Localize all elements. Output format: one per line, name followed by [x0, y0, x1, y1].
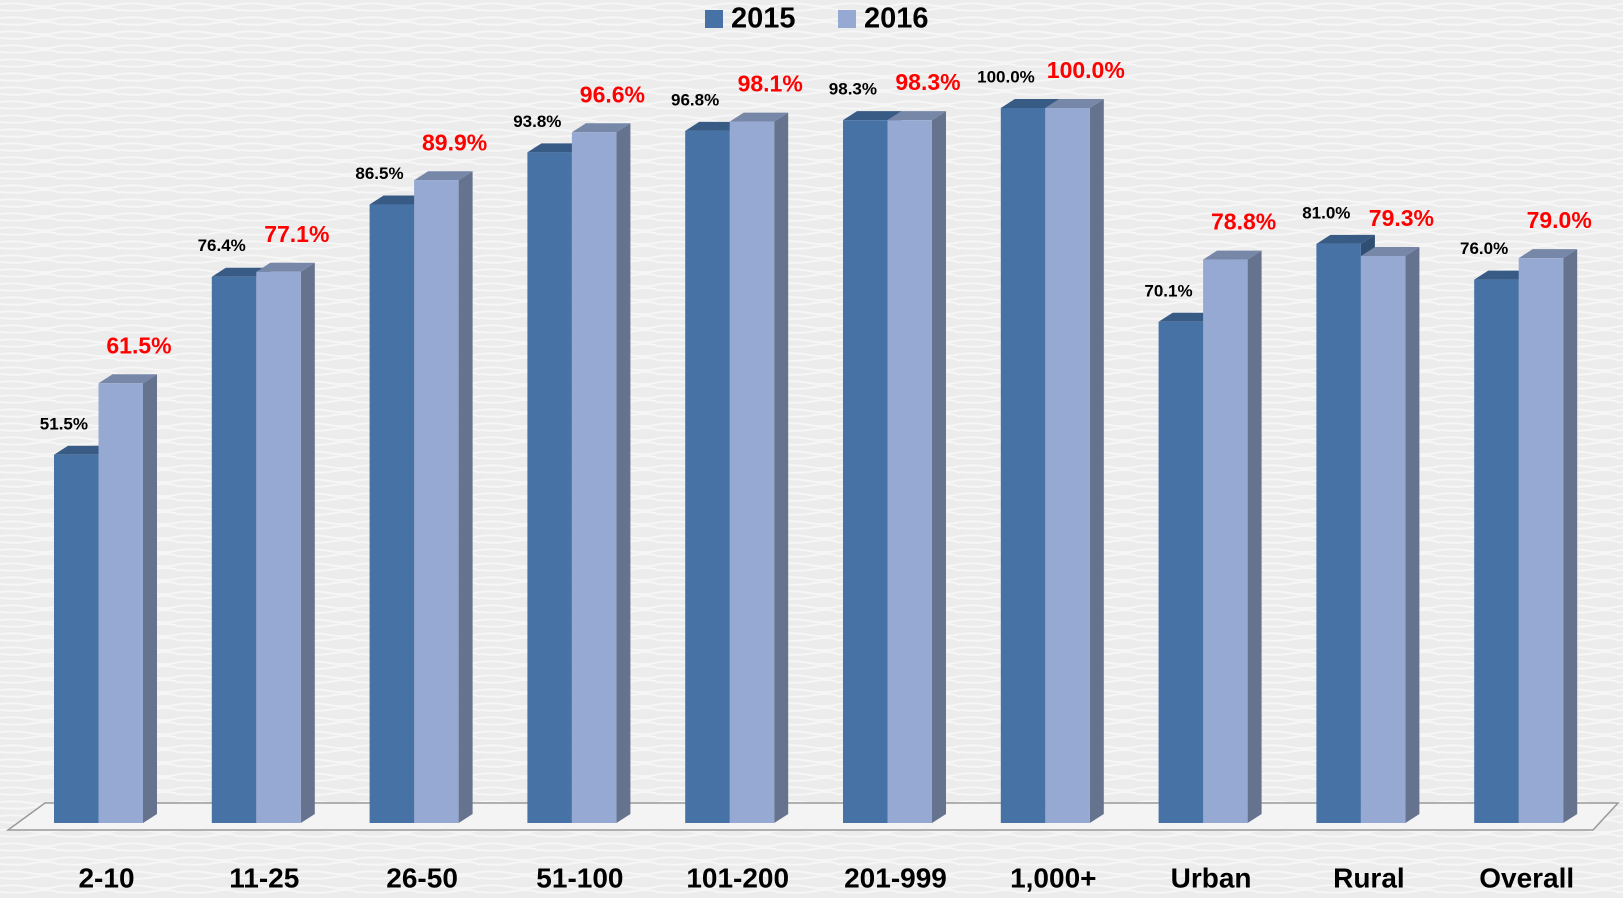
bar [54, 454, 99, 823]
bar-top [1158, 312, 1218, 322]
bar [211, 276, 257, 823]
data-label: 76.4% [198, 236, 246, 255]
bar-top [1316, 234, 1375, 244]
bar-top [571, 123, 631, 133]
x-tick-label: 201-999 [844, 862, 947, 893]
bar [1360, 256, 1406, 823]
data-label: 100.0% [1047, 57, 1125, 83]
data-label: 96.8% [671, 90, 719, 109]
bar [414, 180, 459, 824]
bar-side [1089, 99, 1104, 823]
bar [1316, 243, 1361, 824]
bar [256, 271, 301, 823]
x-tick-label: 2-10 [78, 862, 134, 893]
legend-swatch [705, 10, 723, 28]
bar-side [1405, 247, 1420, 823]
bar [843, 120, 888, 823]
bar [1518, 258, 1564, 823]
x-tick-label: 1,000+ [1010, 862, 1096, 893]
data-label: 51.5% [40, 414, 88, 433]
data-label: 100.0% [977, 67, 1035, 86]
data-label: 96.6% [580, 81, 645, 107]
data-label: 78.8% [1211, 209, 1276, 235]
bar [1474, 279, 1519, 824]
data-label: 79.0% [1527, 207, 1592, 233]
bar-top [843, 111, 902, 121]
x-tick-label: Overall [1479, 862, 1574, 893]
bar [527, 152, 572, 823]
data-label: 79.3% [1369, 205, 1434, 231]
bar-side [300, 262, 315, 823]
bar-top [1518, 249, 1578, 259]
bar-top [1000, 99, 1060, 108]
bar-side [143, 374, 157, 823]
bar [1045, 108, 1090, 823]
bar [1158, 321, 1204, 823]
data-label: 86.5% [355, 164, 403, 183]
bar [685, 130, 730, 823]
bar-top [1474, 270, 1533, 280]
data-label: 98.3% [829, 80, 877, 99]
x-tick-label: Rural [1333, 862, 1405, 893]
bar-top [1360, 247, 1420, 257]
bar [1000, 108, 1046, 823]
bar [571, 132, 617, 823]
legend-swatch [838, 10, 856, 28]
data-label: 93.8% [513, 112, 561, 131]
legend-label: 2015 [731, 3, 796, 35]
x-tick-label: 26-50 [386, 862, 458, 893]
bar [1203, 259, 1248, 824]
x-tick-label: Urban [1171, 862, 1252, 893]
bar-side [458, 171, 473, 824]
data-label: 61.5% [106, 332, 171, 358]
data-label: 76.0% [1460, 239, 1508, 258]
bar-top [369, 195, 429, 205]
bar-top [887, 111, 946, 121]
data-label: 89.9% [422, 129, 487, 155]
data-label: 70.1% [1144, 281, 1192, 300]
bar-top [1045, 99, 1104, 108]
bar-top [1203, 250, 1262, 260]
bar-top [729, 112, 789, 122]
bar-top [414, 171, 473, 181]
bar-top [98, 374, 157, 384]
bar [98, 383, 143, 823]
bar [729, 121, 775, 823]
x-tick-label: 11-25 [229, 862, 299, 893]
data-label: 98.1% [738, 71, 803, 97]
bar-side [932, 111, 946, 823]
data-label: 98.3% [895, 69, 960, 95]
bar-top [685, 121, 744, 131]
bar-top [211, 267, 271, 277]
x-tick-label: 101-200 [686, 862, 789, 893]
bar-side [1563, 249, 1578, 823]
bar-side [774, 112, 789, 823]
x-tick-label: 51-100 [536, 862, 623, 893]
legend-label: 2016 [864, 3, 929, 35]
bar-side [616, 123, 631, 823]
data-label: 81.0% [1302, 203, 1350, 222]
bar-side [1247, 250, 1262, 823]
bar-top [256, 262, 315, 272]
bar-top [54, 445, 113, 455]
bar [369, 204, 415, 823]
data-label: 77.1% [264, 221, 329, 247]
bar-top [527, 143, 586, 153]
bar [887, 120, 932, 823]
